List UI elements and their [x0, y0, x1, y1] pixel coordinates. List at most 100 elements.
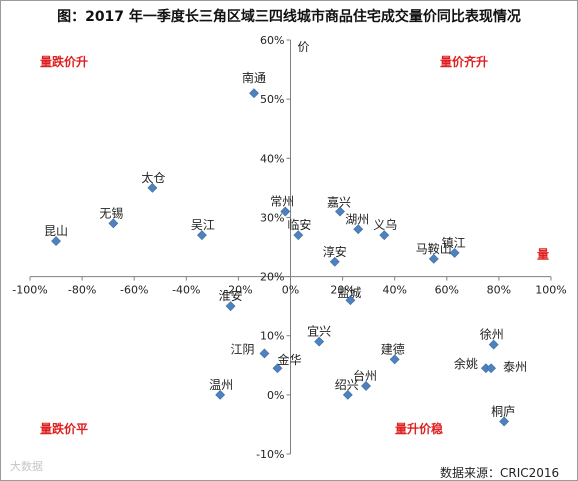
- data-point: 台州: [353, 368, 377, 391]
- data-point-marker: [486, 363, 497, 374]
- data-point-marker: [108, 218, 119, 229]
- data-point: 桐庐: [491, 403, 515, 427]
- data-point: 太仓: [141, 170, 165, 193]
- data-point-marker: [225, 301, 236, 312]
- y-tick-label: 10%: [260, 330, 284, 343]
- data-point-label: 常州: [270, 195, 294, 209]
- quadrant-label: 量价齐升: [440, 54, 488, 69]
- data-point-label: 吴江: [191, 218, 215, 232]
- data-point-label: 太仓: [141, 170, 165, 185]
- data-point-label: 江阴: [230, 342, 254, 356]
- y-tick-label: 30%: [260, 211, 284, 224]
- data-point-marker: [361, 381, 371, 391]
- data-point-label: 临安: [287, 217, 311, 232]
- x-tick-label: -40%: [172, 284, 200, 297]
- x-tick-label: 40%: [382, 284, 406, 297]
- data-point-marker: [488, 339, 499, 350]
- data-point-label: 义乌: [373, 217, 397, 232]
- data-point-marker: [147, 182, 158, 193]
- data-point-label: 徐州: [480, 327, 504, 342]
- data-point-marker: [51, 236, 61, 247]
- x-tick-label: 60%: [435, 284, 459, 297]
- axes-layer: -100% -80% -60% -40% -20% 0% 20% 40% 60% 80% 100%-…: [12, 34, 566, 461]
- data-point: 湖州: [345, 211, 369, 235]
- data-point: 临安: [287, 217, 311, 241]
- data-point-label: 温州: [209, 378, 233, 392]
- x-tick-label: -60%: [120, 284, 148, 297]
- data-point-label: 盐城: [337, 286, 361, 300]
- x-tick-label: 80%: [487, 284, 511, 297]
- chart-title: 图：2017 年一季度长三角区域三四线城市商品住宅成交量价同比表现情况: [57, 9, 521, 25]
- data-point-marker: [197, 230, 207, 241]
- data-point: 江阴: [230, 342, 270, 359]
- x-tick-label: -20%: [224, 284, 252, 297]
- data-point-label: 余姚: [454, 356, 478, 371]
- data-point-marker: [379, 230, 390, 241]
- data-point: 徐州: [480, 327, 504, 350]
- data-point-marker: [280, 206, 291, 217]
- data-point-marker: [259, 348, 270, 359]
- y-tick-label: 20%: [260, 271, 284, 284]
- data-point: 余姚: [454, 356, 491, 374]
- data-point: 淳安: [323, 244, 347, 267]
- data-point: 义乌: [373, 217, 397, 241]
- data-point-label: 淳安: [323, 244, 347, 259]
- data-point: 无锡: [99, 205, 123, 229]
- x-tick-label: 100%: [535, 284, 566, 297]
- data-point: 温州: [209, 378, 233, 400]
- data-point: 泰州: [486, 360, 527, 374]
- data-point-label: 湖州: [345, 211, 369, 226]
- data-point-marker: [342, 389, 353, 400]
- data-point-marker: [329, 256, 340, 267]
- data-point-label: 嘉兴: [327, 196, 351, 210]
- data-point: 南通: [242, 70, 266, 99]
- data-point-marker: [272, 363, 283, 374]
- data-point-label: 金华: [277, 352, 301, 367]
- data-point-marker: [499, 416, 510, 427]
- data-point-label: 桐庐: [491, 403, 515, 418]
- data-point-label: 绍兴: [335, 378, 359, 392]
- data-point: 金华: [272, 352, 301, 374]
- data-point-marker: [314, 336, 325, 347]
- data-point-marker: [215, 389, 226, 400]
- x-tick-label: 0%: [282, 284, 299, 297]
- data-point-label: 昆山: [44, 224, 68, 238]
- data-point-label: 马鞍山: [416, 241, 452, 256]
- y-axis-title: 价: [298, 40, 310, 54]
- y-tick-label: 50%: [260, 93, 284, 106]
- y-tick-label: 60%: [260, 34, 284, 47]
- data-point-marker: [249, 88, 259, 99]
- y-tick-label: 40%: [260, 152, 284, 165]
- data-point-marker: [428, 253, 439, 264]
- data-point: 马鞍山: [416, 241, 452, 264]
- quadrant-label: 量升价稳: [395, 421, 443, 436]
- data-point: 建德: [381, 341, 405, 365]
- y-tick-label: 0%: [267, 389, 284, 402]
- data-point-marker: [353, 224, 364, 235]
- quadrant-label: 量跌价升: [40, 54, 88, 69]
- data-point-marker: [345, 295, 356, 306]
- watermark-text: 大数据: [10, 460, 43, 473]
- data-point-marker: [389, 354, 400, 365]
- data-point: 嘉兴: [327, 196, 351, 217]
- data-point-label: 南通: [242, 70, 266, 85]
- x-tick-label: -100%: [12, 284, 47, 297]
- data-point-label: 泰州: [503, 360, 527, 374]
- data-point: 宜兴: [307, 324, 331, 347]
- data-point-label: 宜兴: [307, 324, 331, 339]
- data-point-label: 镇江: [442, 236, 466, 250]
- data-point-label: 淮安: [219, 288, 243, 303]
- data-point-marker: [293, 230, 304, 241]
- x-tick-label: -80%: [68, 284, 96, 297]
- source-note: 数据来源：CRIC2016: [440, 466, 560, 480]
- data-point: 盐城: [337, 286, 361, 306]
- data-point-marker: [335, 206, 345, 217]
- data-point: 镇江: [442, 236, 466, 258]
- data-point-label: 台州: [353, 368, 377, 383]
- data-point: 常州: [270, 195, 294, 217]
- y-tick-label: -10%: [256, 448, 284, 461]
